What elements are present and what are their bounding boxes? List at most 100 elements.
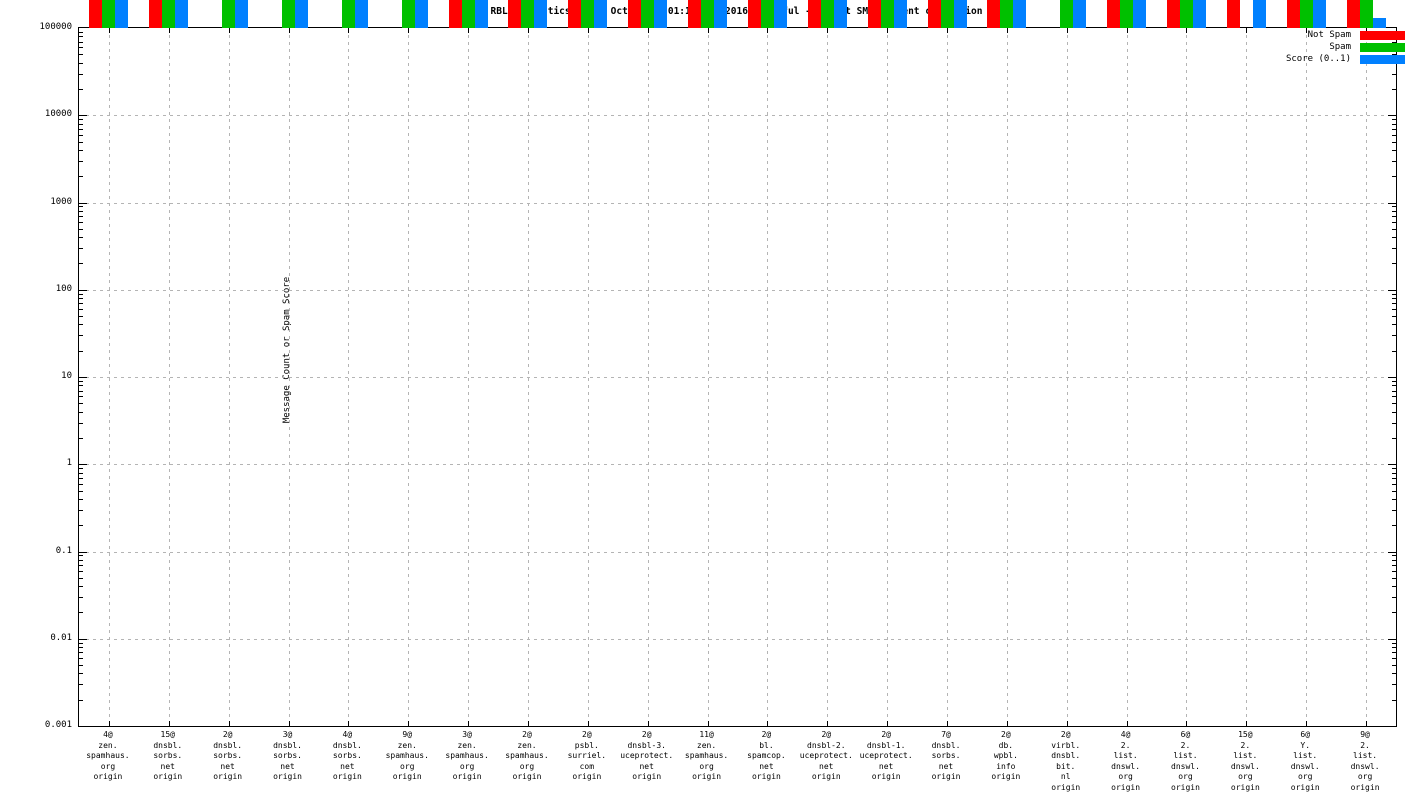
x-tick-label-line: uceprotect.	[859, 751, 913, 760]
y-minor-tick	[79, 597, 83, 599]
x-tick-label-line: org	[400, 761, 415, 771]
y-minor-tick	[79, 309, 83, 311]
x-tick-label-line: spamhaus.	[445, 751, 489, 760]
gridline-vertical	[707, 28, 709, 726]
x-tick-label-line: sorbs.	[273, 751, 302, 760]
y-minor-tick	[1392, 642, 1396, 644]
x-tick-label-line: dnsbl.	[332, 740, 362, 750]
x-tick-label-line: origin	[811, 772, 841, 781]
y-minor-tick	[79, 31, 83, 33]
x-tick-label-line: nl	[1060, 772, 1071, 781]
bar-score	[953, 0, 967, 28]
x-tick-label-line: origin	[632, 772, 662, 781]
x-tick-top	[647, 28, 649, 33]
x-tick-label-line: 3@	[282, 730, 293, 739]
legend-swatch-spam	[1360, 42, 1405, 52]
y-minor-tick	[79, 390, 83, 392]
x-tick-top	[168, 28, 170, 33]
bar-notspam	[987, 0, 1001, 28]
x-tick-label-line: net	[878, 761, 894, 771]
x-tick-label-line: origin	[1171, 782, 1200, 792]
y-minor-tick	[79, 149, 83, 151]
y-minor-tick	[79, 652, 83, 654]
bar-score	[1192, 0, 1206, 28]
y-minor-tick	[1392, 149, 1396, 151]
y-minor-tick	[1392, 303, 1396, 305]
chart-title: RBL Statistics - Thu Oct 27 13:01:15 EDT…	[490, 6, 983, 17]
y-minor-tick	[79, 647, 83, 649]
x-tick-label-line: spamcop.	[747, 751, 786, 760]
x-tick-label-line: origin	[1230, 782, 1260, 792]
bar-spam	[701, 0, 715, 28]
y-minor-tick	[1392, 237, 1396, 239]
x-tick-label-line: 15@	[1238, 730, 1253, 739]
y-minor-tick	[79, 316, 83, 317]
x-tick-label-line: list.	[1293, 751, 1318, 760]
y-minor-tick	[79, 586, 83, 588]
x-tick-bottom	[767, 721, 769, 726]
y-minor-tick	[1392, 316, 1396, 317]
bar-notspam	[1286, 0, 1300, 28]
y-minor-tick	[79, 119, 83, 121]
gridline-horizontal	[79, 638, 1396, 640]
y-minor-tick	[79, 565, 83, 566]
y-minor-tick	[79, 237, 83, 239]
x-tick-label-line: zen.	[98, 740, 118, 750]
x-tick-bottom	[887, 721, 889, 726]
y-minor-tick	[79, 559, 83, 561]
bar-spam	[282, 0, 296, 28]
x-tick-label-line: origin	[93, 772, 123, 781]
y-minor-tick	[1392, 665, 1396, 666]
y-minor-tick	[79, 673, 83, 675]
gridline-vertical	[527, 28, 529, 726]
x-tick-label-line: zen.	[517, 740, 537, 750]
x-tick-bottom	[168, 721, 170, 726]
bar-spam	[461, 0, 475, 28]
x-tick-label: 9@ zen. spamhaus. org origin	[371, 730, 443, 783]
bar-spam	[760, 0, 774, 28]
y-minor-tick	[1392, 509, 1396, 511]
x-tick-label-line: dnswl.	[1171, 761, 1200, 771]
x-tick-label-line: org	[1118, 772, 1133, 781]
x-tick-label-line: net	[639, 761, 654, 771]
x-tick-label-line: 2@	[1001, 730, 1011, 739]
x-tick-label: 11@ zen. spamhaus. org origin	[671, 730, 743, 783]
y-minor-tick	[79, 128, 83, 130]
x-tick-label-line: spamhaus.	[385, 751, 429, 760]
y-tick-label: 10000	[44, 109, 72, 120]
y-minor-tick	[79, 468, 83, 470]
y-minor-tick	[79, 47, 83, 49]
x-tick-label-line: 2@	[641, 730, 652, 739]
y-minor-tick	[1392, 141, 1396, 143]
bar-spam	[102, 0, 116, 28]
x-tick-label-line: bit.	[1056, 761, 1076, 771]
x-tick-label-line: bl.	[759, 740, 774, 750]
x-tick-label-line: 6@	[1180, 730, 1191, 739]
bar-score	[175, 0, 189, 28]
bar-notspam	[1226, 0, 1240, 28]
x-tick-label-line: org	[459, 761, 475, 771]
bar-notspam	[89, 0, 103, 28]
y-minor-tick	[79, 385, 83, 387]
y-major-tick	[1388, 289, 1396, 291]
gridline-vertical	[1066, 28, 1068, 726]
x-tick-label-line: origin	[931, 772, 961, 781]
y-major-tick	[1388, 638, 1396, 640]
y-tick-label: 1	[66, 458, 72, 469]
bar-notspam	[1166, 0, 1180, 28]
bar-notspam	[508, 0, 522, 28]
x-tick-label-line: 2@	[222, 730, 233, 739]
x-tick-label: 15@ 2. list. dnswl. org origin	[1209, 730, 1281, 792]
legend-swatch-score	[1360, 54, 1405, 64]
y-minor-tick	[79, 303, 83, 305]
y-minor-tick	[79, 422, 83, 424]
x-tick-label-line: net	[759, 761, 774, 771]
x-tick-label-line: org	[1238, 772, 1253, 781]
legend-swatch-notspam	[1360, 30, 1405, 40]
gridline-vertical	[1246, 28, 1248, 726]
x-tick-top	[527, 28, 529, 33]
x-tick-label-line: origin	[871, 772, 901, 781]
legend: Not Spam Spam Score (0..1)	[1286, 29, 1405, 65]
y-minor-tick	[1392, 422, 1396, 424]
y-minor-tick	[1392, 324, 1396, 326]
